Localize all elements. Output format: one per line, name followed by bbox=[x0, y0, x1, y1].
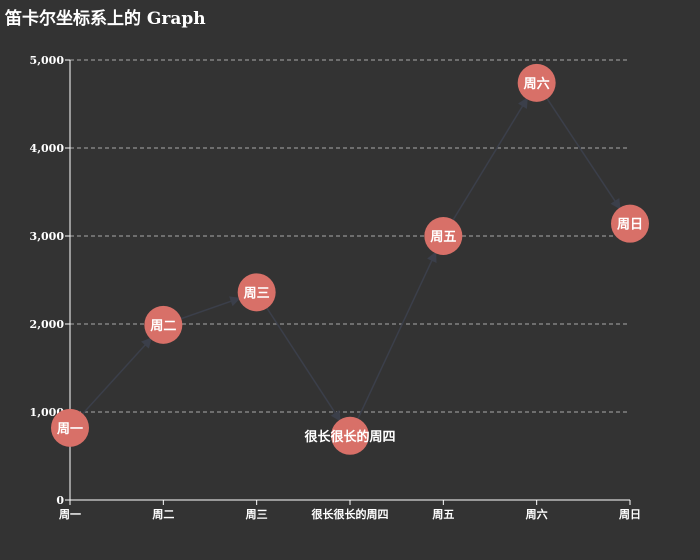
graph-link bbox=[181, 296, 241, 320]
graph-link bbox=[82, 337, 152, 415]
graph-node bbox=[144, 305, 183, 344]
x-tick-label: 周二 bbox=[152, 508, 174, 521]
graph-node bbox=[611, 204, 649, 243]
axis-layer: 01,0002,0003,0004,0005,000周一 周二 周三 很长很长的周四周… bbox=[30, 54, 641, 521]
node-label: 周三 bbox=[244, 286, 270, 301]
y-tick-label: 3,000 bbox=[30, 230, 65, 243]
node-label: 周六 bbox=[524, 76, 550, 92]
node-label: 很长很长的周四 bbox=[304, 429, 395, 445]
y-tick-label: 4,000 bbox=[30, 142, 65, 155]
graph-node bbox=[237, 273, 276, 312]
y-tick-label: 0 bbox=[56, 494, 64, 507]
y-tick-label: 2,000 bbox=[30, 318, 65, 331]
node-label: 周日 bbox=[617, 218, 643, 233]
link-layer bbox=[82, 97, 621, 422]
node-label: 周五 bbox=[430, 230, 456, 245]
graph-node bbox=[424, 217, 463, 255]
graph-link bbox=[546, 98, 621, 210]
grid-layer bbox=[70, 59, 630, 413]
graph-link bbox=[266, 307, 341, 422]
x-tick-label: 周三 bbox=[246, 508, 268, 521]
graph-link bbox=[452, 97, 528, 221]
graph-node bbox=[331, 416, 369, 455]
x-tick-label: 周日 bbox=[619, 508, 641, 521]
x-tick-label: 周五 bbox=[432, 508, 454, 521]
x-tick-label: 周一 bbox=[59, 508, 81, 521]
graph-node bbox=[51, 408, 89, 447]
node-label: 周二 bbox=[150, 319, 176, 334]
node-label: 周一 bbox=[57, 422, 83, 437]
graph-link bbox=[357, 251, 437, 419]
graph-node bbox=[517, 63, 556, 102]
x-tick-label: 周六 bbox=[526, 507, 548, 521]
chart-title: 笛卡尔坐标系上的 Graph bbox=[5, 9, 206, 29]
y-tick-label: 5,000 bbox=[30, 54, 65, 67]
x-tick-label: 很长很长的周四 bbox=[311, 507, 389, 521]
